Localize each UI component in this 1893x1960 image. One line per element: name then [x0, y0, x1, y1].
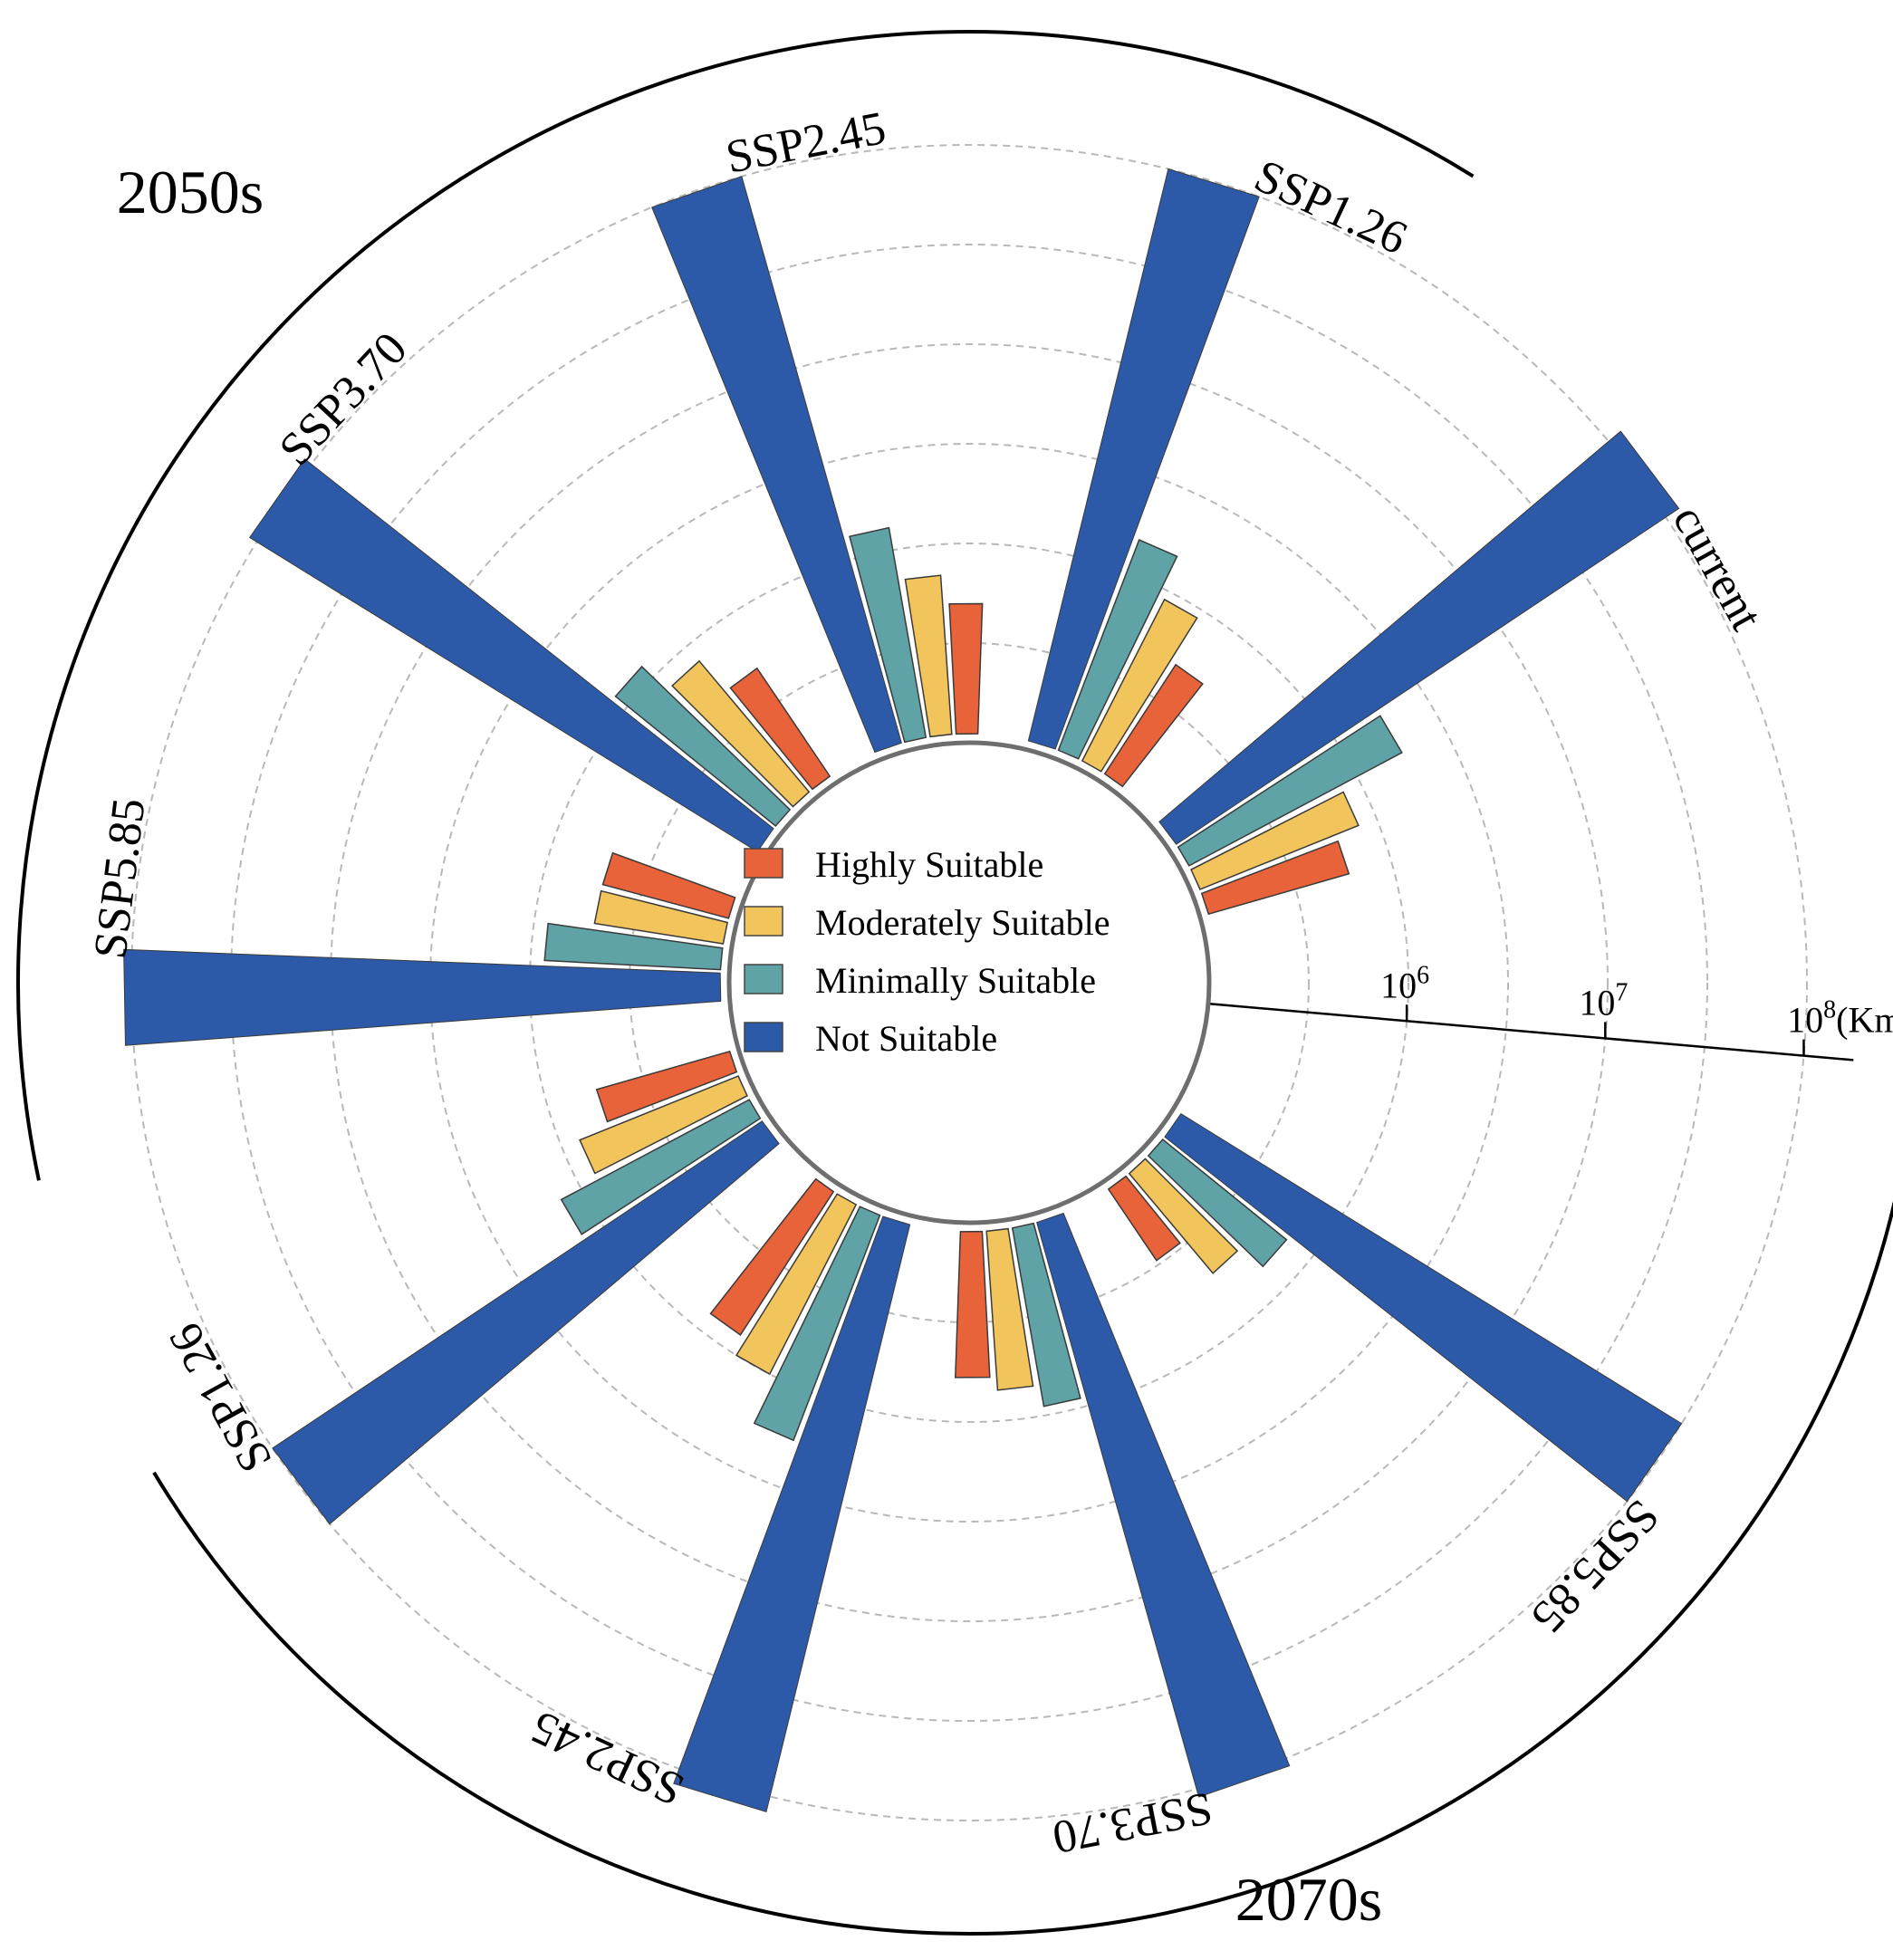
bar-layer — [123, 168, 1683, 1813]
legend-swatch-not-suitable — [744, 1022, 783, 1052]
bar-5-not-suitable — [123, 948, 722, 1046]
bar-1-moderately-suitable — [1190, 791, 1360, 890]
period-arc-2070s — [152, 1200, 1893, 1936]
bar-9-not-suitable — [1164, 1113, 1683, 1503]
period-label-2050s: 2050s — [117, 158, 264, 226]
period-arc-2050s — [16, 30, 1475, 1181]
bar-9-minimally-suitable — [1147, 1139, 1288, 1268]
grid-ring-5 — [230, 244, 1708, 1722]
group-label-6: SSP1.26 — [159, 1314, 283, 1480]
bar-3-highly-suitable — [948, 602, 984, 735]
legend-swatch-minimally-suitable — [744, 964, 783, 994]
axis-unit: (Km²) — [1836, 1000, 1893, 1041]
bar-8-minimally-suitable — [1011, 1222, 1081, 1408]
bar-8-highly-suitable — [955, 1230, 991, 1379]
legend-swatch-highly-suitable — [744, 848, 783, 879]
inner-circle — [726, 740, 1212, 1225]
axis-tick-label-3: 108(Km²) — [1787, 996, 1893, 1041]
axis-tick-label-1: 106 — [1380, 961, 1429, 1005]
bar-9-moderately-suitable — [1128, 1158, 1239, 1274]
bar-7-moderately-suitable — [735, 1193, 858, 1376]
bar-4-highly-suitable — [729, 667, 831, 791]
period-arcs: 2050s 2070s — [16, 30, 1893, 1936]
axis-tick-label-2: 107 — [1579, 978, 1628, 1023]
period-label-2070s: 2070s — [1235, 1865, 1382, 1934]
legend-label-minimally-suitable: Minimally Suitable — [815, 960, 1096, 1001]
bar-7-minimally-suitable — [753, 1206, 881, 1442]
legend-swatch-moderately-suitable — [744, 906, 783, 937]
bar-6-highly-suitable — [595, 1050, 738, 1123]
group-label-4: SSP3.70 — [270, 322, 418, 476]
legend-label-moderately-suitable: Moderately Suitable — [815, 902, 1110, 943]
bar-2-minimally-suitable — [1057, 539, 1178, 760]
bar-6-not-suitable — [272, 1120, 780, 1525]
group-label-5: SSP5.85 — [84, 795, 155, 961]
legend-label-highly-suitable: Highly Suitable — [815, 844, 1043, 885]
radial-axis: 106 107 108(Km²) — [1207, 961, 1893, 1062]
group-label-1: current — [1663, 497, 1773, 639]
bar-3-minimally-suitable — [849, 526, 927, 744]
bar-4-moderately-suitable — [671, 659, 811, 808]
bar-7-highly-suitable — [709, 1177, 835, 1336]
bar-2-not-suitable — [1027, 168, 1260, 750]
bar-1-highly-suitable — [1200, 840, 1350, 916]
bar-8-not-suitable — [1036, 1212, 1291, 1798]
bar-5-moderately-suitable — [593, 889, 729, 945]
bar-7-not-suitable — [673, 1215, 911, 1813]
bar-8-moderately-suitable — [985, 1227, 1034, 1391]
bar-6-moderately-suitable — [579, 1075, 748, 1175]
grid-ring-2 — [529, 543, 1409, 1423]
legend: Highly Suitable Moderately Suitable Minima… — [744, 844, 1110, 1059]
bar-3-moderately-suitable — [904, 574, 953, 738]
bar-6-minimally-suitable — [560, 1099, 762, 1235]
axis-line — [1207, 1002, 1854, 1062]
bar-1-not-suitable — [1158, 430, 1680, 845]
group-label-9: SSP5.85 — [1521, 1490, 1668, 1643]
bar-2-highly-suitable — [1103, 663, 1204, 788]
bar-5-highly-suitable — [601, 851, 736, 919]
bar-1-minimally-suitable — [1177, 715, 1403, 867]
bar-4-minimally-suitable — [614, 665, 792, 827]
group-label-7: SSP2.45 — [524, 1701, 691, 1816]
group-label-3: SSP2.45 — [722, 102, 889, 184]
bar-5-minimally-suitable — [543, 922, 724, 971]
group-label-8: SSP3.70 — [1049, 1782, 1216, 1863]
bar-9-highly-suitable — [1107, 1175, 1181, 1262]
group-label-2: SSP1.26 — [1247, 150, 1415, 265]
bar-4-not-suitable — [248, 457, 774, 852]
bar-3-not-suitable — [651, 176, 902, 754]
bar-2-moderately-suitable — [1081, 598, 1198, 773]
legend-label-not-suitable: Not Suitable — [815, 1018, 997, 1059]
